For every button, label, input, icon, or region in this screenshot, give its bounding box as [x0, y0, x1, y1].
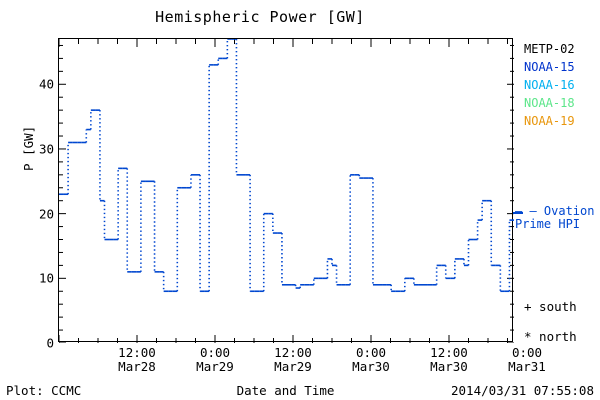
x-axis-title: Date and Time — [236, 383, 335, 398]
legend-ovation-line1: — — Ovation — [515, 204, 595, 218]
plot-area: 0 10 20 30 40 12:00 Mar28 0:00 Mar29 12:00 Mar29 0:… — [21, 38, 546, 374]
legend-item-noaa-16: NOAA-16 — [524, 78, 575, 92]
x-tick-time: 12:00 — [118, 345, 156, 360]
x-axis-tick-label: 12:00 Mar30 — [430, 345, 468, 375]
legend-south-marker: + south — [524, 299, 577, 314]
y-axis-tick-label: 0 — [46, 335, 54, 351]
chart-title: Hemispheric Power [GW] — [155, 8, 365, 26]
y-axis-tick-label: 20 — [38, 206, 54, 222]
plot-source-label: Plot: CCMC — [6, 383, 82, 398]
legend-item-noaa-19: NOAA-19 — [524, 114, 575, 128]
legend-ovation-line2: Prime HPI — [515, 217, 581, 231]
x-axis-tick-label: 12:00 Mar29 — [274, 345, 312, 375]
x-tick-time: 0:00 — [199, 345, 231, 360]
legend-item-noaa-15: NOAA-15 — [524, 60, 575, 74]
x-tick-date: Mar29 — [196, 359, 234, 375]
legend-item-noaa-18: NOAA-18 — [524, 96, 575, 110]
x-tick-date: Mar28 — [118, 359, 156, 375]
x-tick-date: Mar31 — [508, 359, 546, 375]
x-tick-time: 12:00 — [430, 345, 468, 360]
x-tick-time: 0:00 — [355, 345, 387, 360]
y-axis-title: P [GW] — [21, 125, 36, 171]
x-tick-time: 0:00 — [511, 345, 543, 360]
x-axis-tick-label: 0:00 Mar31 — [508, 345, 546, 375]
legend-ovation-prime-hpi: — — Ovation Prime HPI — [515, 205, 600, 231]
x-tick-date: Mar30 — [430, 359, 468, 375]
y-axis-tick-label: 30 — [38, 141, 54, 157]
plot-svg — [58, 38, 514, 344]
y-axis-tick-label: 40 — [38, 76, 54, 92]
y-axis-tick-label: 10 — [38, 270, 54, 286]
legend-item-metp-02: METP-02 — [524, 42, 575, 56]
legend-north-marker: * north — [524, 329, 577, 344]
x-axis-tick-label: 0:00 Mar30 — [352, 345, 390, 375]
x-tick-date: Mar29 — [274, 359, 312, 375]
timestamp-label: 2014/03/31 07:55:08 — [451, 383, 594, 398]
legend-ovation-dash-icon — [513, 212, 523, 214]
x-tick-date: Mar30 — [352, 359, 390, 375]
x-axis-tick-label: 0:00 Mar29 — [196, 345, 234, 375]
x-tick-time: 12:00 — [274, 345, 312, 360]
x-axis-tick-label: 12:00 Mar28 — [118, 345, 156, 375]
plot-canvas — [58, 38, 514, 344]
satellite-legend: METP-02 NOAA-15 NOAA-16 NOAA-18 NOAA-19 — [524, 40, 600, 130]
